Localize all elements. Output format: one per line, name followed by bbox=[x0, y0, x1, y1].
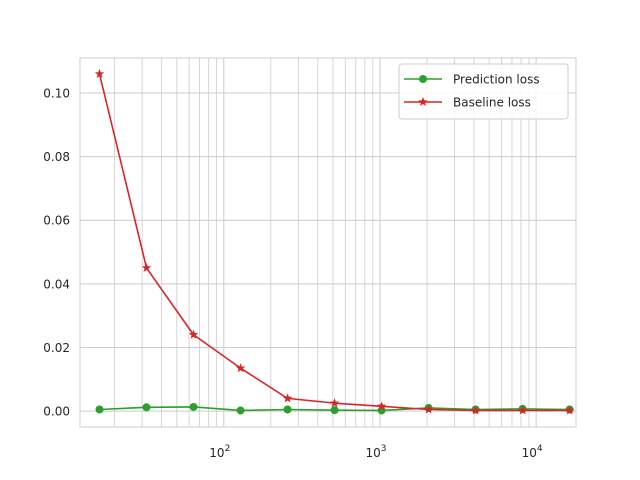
x-tick-base: 10 bbox=[522, 446, 537, 460]
legend-item: Prediction loss bbox=[404, 73, 540, 87]
y-tick-label: 0.08 bbox=[43, 150, 70, 164]
y-tick-label: 0.02 bbox=[43, 341, 70, 355]
data-point bbox=[564, 405, 575, 415]
x-tick-base: 10 bbox=[365, 446, 380, 460]
plot-frame bbox=[79, 57, 577, 428]
data-point bbox=[330, 406, 339, 415]
x-tick-exponent: 3 bbox=[381, 444, 387, 454]
series-layer bbox=[94, 68, 575, 415]
x-tick-label: 104 bbox=[522, 444, 543, 460]
data-point bbox=[329, 398, 340, 408]
data-point bbox=[423, 404, 434, 414]
data-point bbox=[142, 403, 151, 412]
x-tick-exponent: 2 bbox=[225, 444, 231, 454]
legend-label: Prediction loss bbox=[453, 73, 540, 87]
data-point bbox=[95, 405, 104, 414]
x-tick-exponent: 4 bbox=[537, 444, 543, 454]
data-point bbox=[188, 329, 199, 339]
data-point bbox=[470, 405, 481, 415]
x-axis-ticks: 102 103 104 bbox=[209, 444, 543, 460]
x-tick-label: 102 bbox=[209, 444, 230, 460]
legend-marker bbox=[418, 97, 428, 107]
y-tick-label: 0.04 bbox=[43, 277, 70, 291]
y-tick-label: 0.06 bbox=[43, 214, 70, 228]
data-point bbox=[283, 405, 292, 414]
data-point bbox=[235, 363, 246, 373]
data-point bbox=[282, 393, 293, 403]
series-line bbox=[98, 73, 570, 412]
data-point bbox=[189, 402, 198, 411]
legend-item: Baseline loss bbox=[404, 96, 531, 110]
data-point bbox=[236, 406, 245, 415]
y-tick-label: 0.10 bbox=[43, 86, 70, 100]
data-point bbox=[141, 262, 152, 272]
legend-box bbox=[398, 63, 569, 120]
data-point bbox=[376, 401, 387, 411]
x-tick-label: 103 bbox=[365, 444, 386, 460]
legend: Prediction loss Baseline loss bbox=[398, 63, 569, 120]
series-baseline-loss bbox=[94, 68, 575, 415]
legend-label: Baseline loss bbox=[453, 96, 531, 110]
y-axis-ticks: 0.00 0.02 0.04 0.06 0.08 0.10 bbox=[43, 86, 70, 418]
x-tick-base: 10 bbox=[209, 446, 224, 460]
data-point bbox=[517, 405, 528, 415]
legend-marker bbox=[419, 75, 427, 83]
grid bbox=[80, 58, 576, 427]
y-tick-label: 0.00 bbox=[43, 405, 70, 419]
data-point bbox=[94, 68, 105, 78]
